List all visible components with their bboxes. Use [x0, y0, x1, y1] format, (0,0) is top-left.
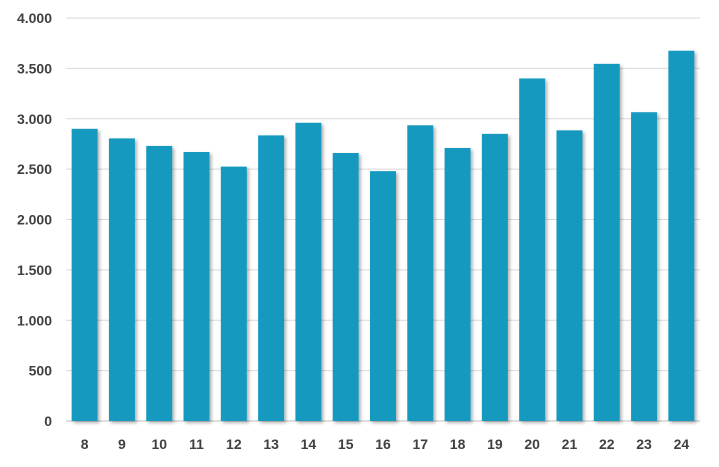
bar — [481, 133, 508, 422]
bar — [146, 145, 173, 421]
y-tick-label: 3.500 — [17, 60, 52, 76]
bar — [593, 63, 620, 422]
bar — [370, 171, 396, 421]
x-tick-label: 16 — [375, 436, 391, 452]
y-tick-label: 2.500 — [17, 161, 52, 177]
bars — [71, 50, 695, 422]
bar — [220, 166, 247, 421]
x-tick-label: 22 — [599, 436, 615, 452]
x-tick-label: 13 — [263, 436, 279, 452]
x-tick-label: 12 — [226, 436, 242, 452]
x-tick-label: 21 — [562, 436, 578, 452]
x-tick-label: 11 — [189, 436, 204, 452]
y-tick-label: 0 — [44, 413, 52, 429]
x-tick-label: 23 — [636, 436, 652, 452]
bar — [407, 125, 434, 421]
bar — [444, 147, 471, 421]
y-tick-label: 500 — [29, 363, 53, 379]
x-tick-label: 20 — [524, 436, 540, 452]
bar — [556, 130, 583, 421]
x-tick-label: 10 — [151, 436, 167, 452]
y-tick-label: 3.000 — [17, 111, 52, 127]
y-tick-label: 2.000 — [17, 212, 52, 228]
bar — [71, 128, 98, 421]
y-tick-label: 1.000 — [17, 312, 52, 328]
bar — [668, 50, 695, 422]
x-tick-label: 14 — [301, 436, 317, 452]
x-tick-label: 8 — [81, 436, 89, 452]
x-tick-label: 19 — [487, 436, 503, 452]
x-tick-label: 18 — [450, 436, 466, 452]
bar — [258, 135, 285, 421]
bar — [519, 78, 546, 421]
bar — [631, 112, 658, 422]
x-tick-label: 9 — [118, 436, 126, 452]
bar — [108, 138, 135, 422]
y-tick-label: 4.000 — [17, 10, 52, 26]
y-tick-label: 1.500 — [17, 262, 52, 278]
bar — [295, 122, 322, 421]
x-tick-label: 24 — [674, 436, 690, 452]
x-tick-label: 17 — [413, 436, 429, 452]
bar — [332, 153, 359, 421]
y-axis-ticks: 0 500 1.000 1.500 2.000 2.500 3.000 3.500 4.000 — [17, 10, 52, 429]
bar — [183, 151, 210, 421]
x-tick-label: 15 — [338, 436, 354, 452]
x-axis-ticks: 8 9 10 11 12 13 14 15 16 17 18 19 20 21 22 23 24 — [81, 436, 690, 452]
